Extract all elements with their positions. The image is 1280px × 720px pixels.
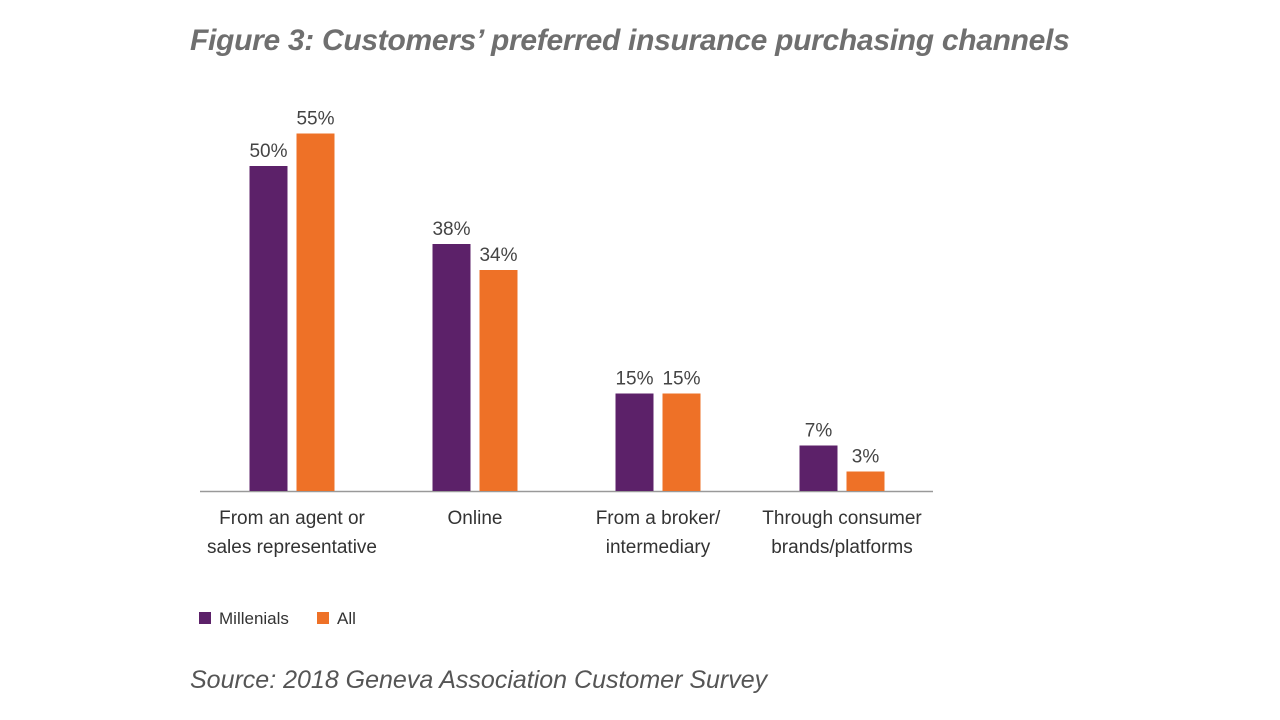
data-label-all-2: 34% xyxy=(479,245,517,266)
category-label-1: sales representative xyxy=(207,537,377,558)
bar-all-3 xyxy=(662,393,701,491)
chart-title: Figure 3: Customers’ preferred insurance… xyxy=(190,24,1070,57)
category-label-1: From an agent or xyxy=(219,508,365,529)
category-label-4: Through consumer xyxy=(762,508,922,529)
data-label-all-3: 15% xyxy=(662,369,700,390)
data-label-millenials-3: 15% xyxy=(615,369,653,390)
bar-millenials-2 xyxy=(432,244,471,491)
bar-all-4 xyxy=(846,471,885,491)
bar-millenials-4 xyxy=(799,445,838,491)
bar-all-1 xyxy=(296,133,335,491)
bar-all-2 xyxy=(479,270,518,491)
category-label-3: From a broker/ xyxy=(596,508,721,529)
data-label-millenials-4: 7% xyxy=(805,421,833,442)
bar-millenials-3 xyxy=(615,393,654,491)
chart-source: Source: 2018 Geneva Association Customer… xyxy=(190,666,768,694)
category-label-3: intermediary xyxy=(606,537,711,558)
legend-label-all: All xyxy=(337,609,356,628)
data-label-millenials-2: 38% xyxy=(432,219,470,240)
legend-swatch-millenials xyxy=(199,612,211,624)
data-label-millenials-1: 50% xyxy=(249,141,287,162)
legend-swatch-all xyxy=(317,612,329,624)
bar-millenials-1 xyxy=(249,166,288,491)
legend-label-millenials: Millenials xyxy=(219,609,289,628)
category-label-2: Online xyxy=(448,508,503,529)
data-label-all-1: 55% xyxy=(296,109,334,130)
data-label-all-4: 3% xyxy=(852,447,880,468)
category-label-4: brands/platforms xyxy=(771,537,913,558)
